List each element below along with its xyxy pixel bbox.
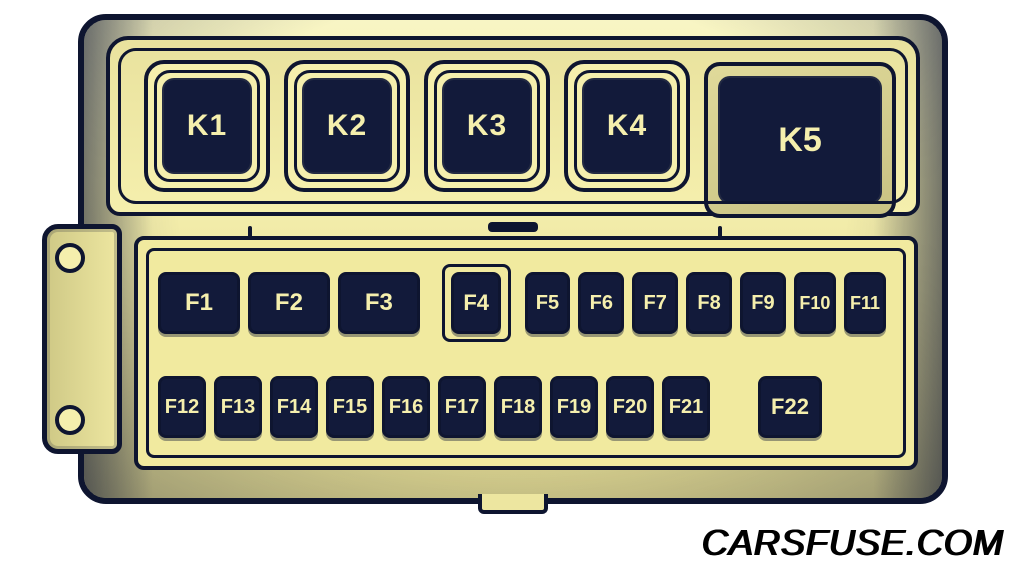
fuse-f13: F13 [214, 376, 262, 438]
relay-slot-k5: K5 [704, 62, 896, 218]
relay-slot-k3: K3 [424, 60, 550, 192]
fuse-f15: F15 [326, 376, 374, 438]
fuse-f17: F17 [438, 376, 486, 438]
relay-slot-k1: K1 [144, 60, 270, 192]
fuse-row-1: F1 F2 F3 F4 F5 F6 F7 F8 F9 F10 F11 [158, 264, 894, 342]
fuse-f10: F10 [794, 272, 836, 334]
fuse-frame-f4: F4 [442, 264, 511, 342]
relay-slot-k2: K2 [284, 60, 410, 192]
fuse-panel: F1 F2 F3 F4 F5 F6 F7 F8 F9 F10 F11 F12 F… [134, 236, 918, 470]
fuse-row-2: F12 F13 F14 F15 F16 F17 F18 F19 F20 F21 … [158, 368, 894, 446]
fuse-f22: F22 [758, 376, 822, 438]
fuse-f14: F14 [270, 376, 318, 438]
relay-k4: K4 [582, 78, 672, 174]
fuse-f3: F3 [338, 272, 420, 334]
bottom-tab [478, 494, 548, 514]
fuse-f4: F4 [451, 272, 501, 334]
fuse-f11: F11 [844, 272, 886, 334]
fuse-f9: F9 [740, 272, 786, 334]
relay-k3: K3 [442, 78, 532, 174]
relay-k5: K5 [718, 76, 882, 204]
relay-bay: K1 K2 K3 K4 K5 [106, 36, 920, 216]
fuse-box-diagram: K1 K2 K3 K4 K5 F1 F2 F3 F4 F5 F6 F7 [78, 14, 948, 504]
fuse-f12: F12 [158, 376, 206, 438]
fuse-f7: F7 [632, 272, 678, 334]
fuse-f6: F6 [578, 272, 624, 334]
fuse-f19: F19 [550, 376, 598, 438]
fuse-f21: F21 [662, 376, 710, 438]
watermark-text: CARSFUSE.COM [702, 522, 1004, 564]
relay-k2: K2 [302, 78, 392, 174]
fuse-f16: F16 [382, 376, 430, 438]
fuse-f8: F8 [686, 272, 732, 334]
relay-k1: K1 [162, 78, 252, 174]
fuse-f1: F1 [158, 272, 240, 334]
fuse-f2: F2 [248, 272, 330, 334]
fuse-f5: F5 [525, 272, 571, 334]
fuse-f18: F18 [494, 376, 542, 438]
side-connector [42, 224, 122, 454]
clip-notch [488, 222, 538, 232]
fuse-f20: F20 [606, 376, 654, 438]
relay-slot-k4: K4 [564, 60, 690, 192]
